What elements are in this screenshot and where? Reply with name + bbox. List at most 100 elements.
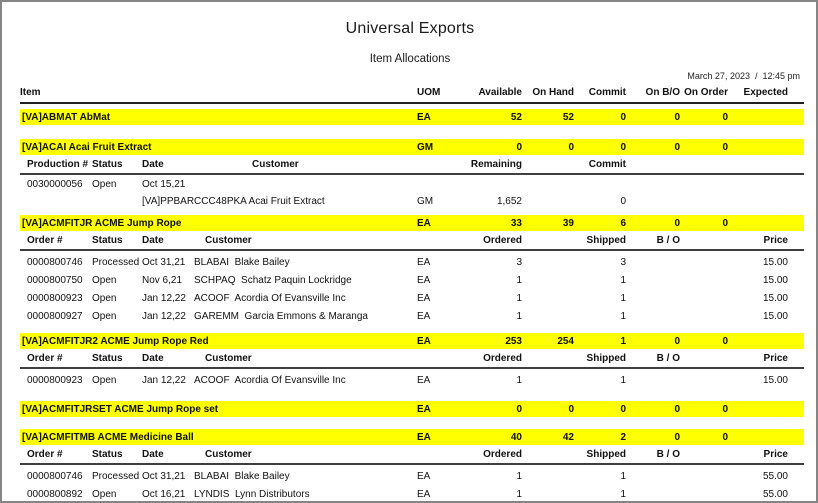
order-price: 15.00	[762, 256, 788, 268]
item-uom: EA	[417, 335, 431, 347]
order-uom: EA	[417, 374, 431, 386]
item-available: 0	[516, 403, 522, 415]
order-date: Jan 12,22	[142, 310, 186, 322]
item-on-order: 0	[722, 141, 728, 153]
item-on-order: 0	[722, 403, 728, 415]
col-spacer	[522, 235, 574, 247]
order-uom: EA	[417, 292, 431, 304]
production-row: 0030000056 Open Oct 15,21	[20, 175, 804, 194]
order-price: 15.00	[762, 374, 788, 386]
col-order-number: Order #	[27, 353, 63, 364]
item-section-row: [VA]ABMAT AbMat EA 52 52 0 0 0	[20, 109, 804, 125]
col-customer: Customer	[205, 235, 252, 246]
order-number: 0000800923	[27, 374, 83, 386]
order-number: 0000800923	[27, 292, 83, 304]
col-status: Status	[92, 235, 123, 246]
item-section-row: [VA]ACMFITJR ACME Jump Rope EA 33 39 6 0…	[20, 215, 804, 231]
production-status: Open	[92, 179, 117, 190]
order-number: 0000800892	[27, 488, 83, 500]
order-status: Open	[92, 488, 117, 500]
col-on-bo: On B/O	[645, 87, 680, 98]
production-table-header: Production # Status Date Customer Remain…	[20, 156, 804, 175]
order-uom: EA	[417, 256, 431, 268]
col-commit: Commit	[588, 159, 626, 170]
col-uom-spacer	[414, 353, 464, 365]
order-shipped: 1	[620, 470, 626, 482]
col-available: Available	[478, 87, 522, 98]
order-row: 0000800746 Processed Oct 31,21 BLABAI Bl…	[20, 467, 804, 485]
production-uom: GM	[417, 196, 434, 207]
order-price: 55.00	[762, 470, 788, 482]
col-date: Date	[142, 235, 164, 246]
item-on-bo: 0	[674, 141, 680, 153]
col-shipped: Shipped	[586, 353, 626, 364]
order-price: 15.00	[762, 274, 788, 286]
item-name: [VA]ACMFITJR2 ACME Jump Rope Red	[22, 335, 209, 347]
order-ordered: 1	[516, 310, 522, 322]
item-on-hand: 42	[562, 431, 574, 443]
order-table-header: Order # Status Date Customer Ordered Shi…	[20, 232, 804, 251]
order-date: Oct 31,21	[142, 256, 186, 268]
item-name: [VA]ACMFITMB ACME Medicine Ball	[22, 431, 194, 443]
item-available: 0	[516, 141, 522, 153]
item-on-hand: 254	[557, 335, 574, 347]
production-remaining: 1,652	[496, 196, 522, 207]
order-date: Oct 31,21	[142, 470, 186, 482]
col-order-number: Order #	[27, 449, 63, 460]
print-datetime: March 27, 2023 / 12:45 pm	[687, 71, 800, 81]
order-uom: EA	[417, 470, 431, 482]
order-status: Open	[92, 374, 117, 386]
col-shipped: Shipped	[586, 235, 626, 246]
col-spacer	[680, 353, 728, 365]
order-customer: ACOOF Acordia Of Evansville Inc	[194, 292, 346, 304]
item-section-row: [VA]ACMFITMB ACME Medicine Ball EA 40 42…	[20, 429, 804, 445]
col-spacer	[626, 159, 680, 171]
report-title: Universal Exports	[345, 20, 475, 37]
item-name: [VA]ABMAT AbMat	[22, 111, 111, 123]
col-uom-spacer	[414, 235, 464, 247]
order-number: 0000800746	[27, 470, 83, 482]
col-ordered: Ordered	[483, 449, 522, 460]
col-expected: Expected	[743, 87, 788, 98]
order-row: 0000800750 Open Nov 6,21 SCHPAQ Schatz P…	[20, 271, 804, 289]
order-shipped: 1	[620, 292, 626, 304]
production-item-description: [VA]PPBARCCC48PKA Acai Fruit Extract	[142, 196, 325, 207]
col-order-number: Order #	[27, 235, 63, 246]
order-status: Open	[92, 310, 117, 322]
item-uom: EA	[417, 111, 431, 123]
col-bo: B / O	[656, 353, 680, 364]
order-row: 0000800892 Open Oct 16,21 LYNDIS Lynn Di…	[20, 485, 804, 501]
col-item: Item	[20, 87, 41, 98]
order-number: 0000800750	[27, 274, 83, 286]
col-uom-spacer	[414, 449, 464, 461]
col-customer: Customer	[205, 449, 252, 460]
order-shipped: 3	[620, 256, 626, 268]
col-remaining: Remaining	[470, 159, 522, 170]
order-customer: LYNDIS Lynn Distributors	[194, 488, 310, 500]
col-price: Price	[763, 235, 788, 246]
production-detail-row: [VA]PPBARCCC48PKA Acai Fruit Extract GM …	[20, 194, 804, 209]
item-section-row: [VA]ACAI Acai Fruit Extract GM 0 0 0 0 0	[20, 139, 804, 155]
col-status: Status	[92, 159, 123, 170]
order-ordered: 1	[516, 470, 522, 482]
item-section-row: [VA]ACMFITJR2 ACME Jump Rope Red EA 253 …	[20, 333, 804, 349]
item-uom: EA	[417, 217, 431, 229]
col-spacer	[680, 159, 728, 171]
item-on-order: 0	[722, 111, 728, 123]
order-uom: EA	[417, 310, 431, 322]
order-date: Jan 12,22	[142, 292, 186, 304]
col-status: Status	[92, 449, 123, 460]
order-uom: EA	[417, 488, 431, 500]
order-customer: SCHPAQ Schatz Paquin Lockridge	[194, 274, 352, 286]
item-uom: EA	[417, 403, 431, 415]
col-spacer	[522, 449, 574, 461]
order-customer: ACOOF Acordia Of Evansville Inc	[194, 374, 346, 386]
col-ordered: Ordered	[483, 353, 522, 364]
order-customer: GAREMM Garcia Emmons & Maranga	[194, 310, 368, 322]
order-customer: BLABAI Blake Bailey	[194, 256, 290, 268]
order-table-header: Order # Status Date Customer Ordered Shi…	[20, 446, 804, 465]
col-spacer	[680, 449, 728, 461]
item-on-hand: 52	[562, 111, 574, 123]
item-on-order: 0	[722, 217, 728, 229]
